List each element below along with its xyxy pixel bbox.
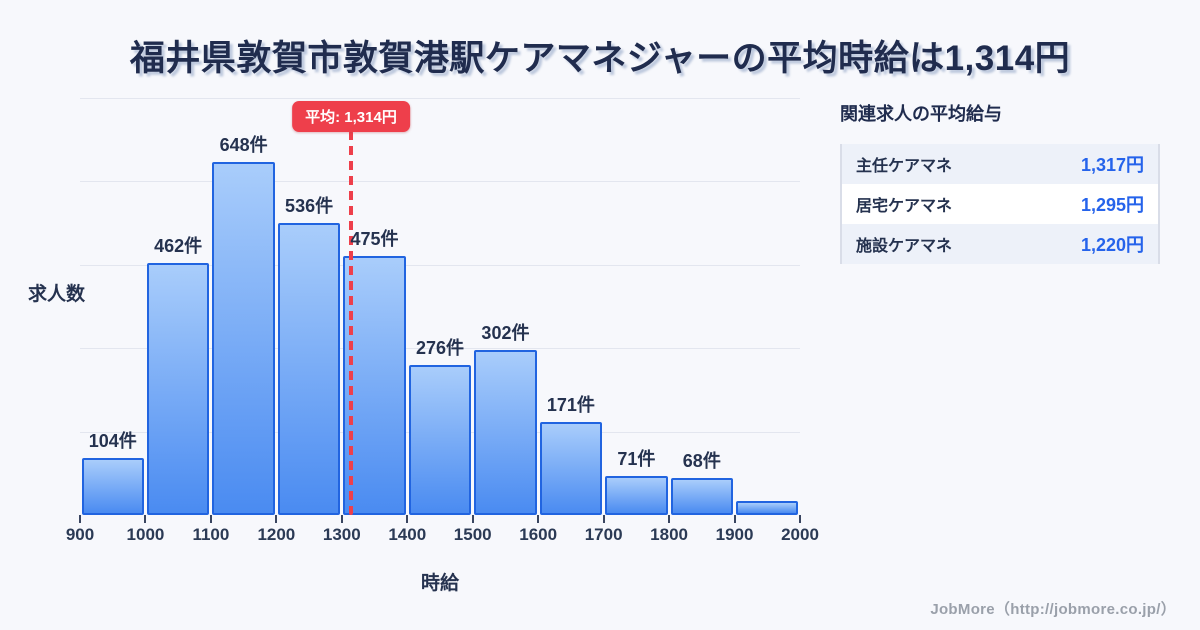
table-row: 主任ケアマネ 1,317円: [842, 144, 1158, 184]
related-jobs-panel: 関連求人の平均給与 主任ケアマネ 1,317円 居宅ケアマネ 1,295円 施設…: [840, 100, 1160, 264]
gridline: [80, 265, 800, 266]
x-tick-mark: [799, 515, 801, 523]
x-tick-label: 1100: [192, 525, 230, 544]
row-label: 主任ケアマネ: [856, 158, 953, 175]
panel-table: 主任ケアマネ 1,317円 居宅ケアマネ 1,295円 施設ケアマネ 1,220…: [840, 144, 1160, 264]
table-row: 居宅ケアマネ 1,295円: [842, 184, 1158, 224]
x-tick-mark: [602, 515, 605, 523]
row-label: 居宅ケアマネ: [856, 198, 953, 215]
y-axis-label: 求人数: [28, 284, 86, 305]
bar-value-label: 171件: [546, 395, 595, 415]
x-tick-mark: [733, 515, 736, 523]
histogram-bar: [539, 422, 603, 515]
histogram-bar: [81, 458, 144, 515]
x-tick-mark: [79, 515, 81, 523]
x-tick-mark: [144, 515, 147, 523]
bar-value-label: 475件: [350, 229, 399, 249]
histogram-bar: [212, 162, 275, 515]
x-tick-label: 1400: [388, 525, 427, 544]
histogram-bar: [343, 256, 406, 515]
gridline: [80, 181, 800, 182]
x-tick-label: 1900: [715, 525, 754, 544]
gridline: [80, 98, 800, 99]
bar-value-label: 302件: [481, 323, 530, 343]
average-dashed-line: [348, 131, 353, 515]
bar-value-label: 68件: [682, 451, 721, 471]
x-tick-label: 1800: [650, 525, 688, 544]
row-value: 1,295円: [1080, 195, 1144, 215]
histogram-bar: [408, 365, 472, 515]
histogram-bar: [605, 476, 668, 515]
bar-value-label: 462件: [154, 236, 203, 256]
x-tick-label: 900: [65, 525, 95, 544]
bar-value-label: 536件: [285, 196, 334, 216]
row-label: 施設ケアマネ: [856, 238, 953, 255]
average-badge: 平均: 1,314円: [292, 101, 410, 132]
x-tick-mark: [471, 515, 474, 523]
x-tick-label: 1200: [257, 525, 296, 544]
panel-title: 関連求人の平均給与: [840, 104, 1002, 124]
row-value: 1,220円: [1080, 235, 1144, 255]
x-tick-label: 1700: [584, 525, 623, 544]
row-value: 1,317円: [1080, 155, 1144, 175]
x-tick-label: 2000: [781, 525, 819, 544]
x-tick-label: 1600: [519, 525, 558, 544]
x-tick-mark: [537, 515, 540, 523]
histogram-bar: [277, 223, 341, 515]
bar-value-label: 276件: [415, 338, 465, 358]
x-tick-label: 1300: [322, 525, 361, 544]
table-row: 施設ケアマネ 1,220円: [842, 224, 1158, 264]
x-tick-mark: [275, 515, 278, 523]
plot-area: 104件 462件 648件 536件 475件 276件 302件 171件 71件 68件 90…: [66, 98, 819, 544]
bar-value-label: 104件: [88, 431, 137, 451]
histogram-bar: [670, 478, 734, 515]
page-title: 福井県敦賀市敦賀港駅ケアマネジャーの平均時給は1,314円: [129, 39, 1071, 78]
histogram-bar: [146, 263, 210, 515]
x-tick-label: 1000: [126, 525, 165, 544]
bar-value-label: 648件: [219, 135, 268, 155]
x-tick-mark: [340, 515, 343, 523]
histogram-bar: [736, 501, 799, 515]
histogram-bar: [474, 350, 537, 515]
x-tick-mark: [406, 515, 409, 523]
footer-credit: JobMore（http://jobmore.co.jp/）: [930, 601, 1176, 618]
x-tick-label: 1500: [453, 525, 492, 544]
x-tick-mark: [209, 515, 212, 523]
x-axis-label: 時給: [420, 573, 459, 594]
bar-value-label: 71件: [617, 449, 656, 469]
gridline: [80, 348, 800, 349]
x-tick-mark: [668, 515, 671, 523]
